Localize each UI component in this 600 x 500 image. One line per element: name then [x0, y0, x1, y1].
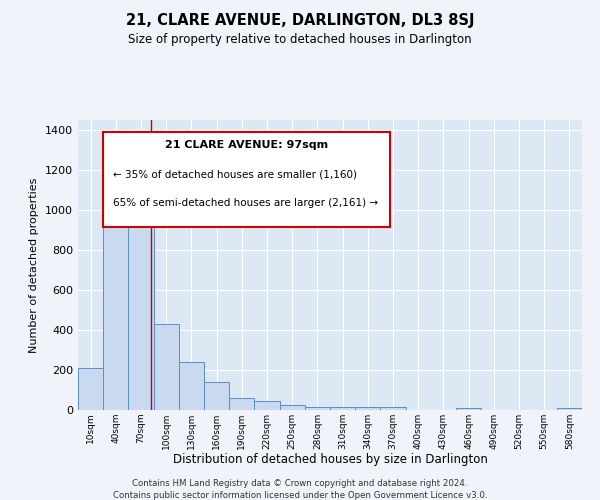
Bar [557, 408, 582, 410]
Text: Distribution of detached houses by size in Darlington: Distribution of detached houses by size … [173, 454, 487, 466]
Bar [78, 368, 103, 410]
Y-axis label: Number of detached properties: Number of detached properties [29, 178, 40, 352]
Text: 21 CLARE AVENUE: 97sqm: 21 CLARE AVENUE: 97sqm [165, 140, 328, 150]
Text: 65% of semi-detached houses are larger (2,161) →: 65% of semi-detached houses are larger (… [113, 198, 379, 208]
Bar [355, 408, 380, 410]
Bar [154, 324, 179, 410]
Bar [254, 400, 280, 410]
Bar [330, 408, 355, 410]
Bar [128, 191, 154, 410]
Bar [456, 408, 481, 410]
Bar [204, 382, 229, 410]
Text: Size of property relative to detached houses in Darlington: Size of property relative to detached ho… [128, 32, 472, 46]
Bar [280, 405, 305, 410]
FancyBboxPatch shape [103, 132, 391, 228]
Text: Contains HM Land Registry data © Crown copyright and database right 2024.: Contains HM Land Registry data © Crown c… [132, 480, 468, 488]
Bar [305, 406, 330, 410]
Bar [229, 398, 254, 410]
Bar [179, 362, 204, 410]
Bar [380, 408, 406, 410]
Text: Contains public sector information licensed under the Open Government Licence v3: Contains public sector information licen… [113, 490, 487, 500]
Text: ← 35% of detached houses are smaller (1,160): ← 35% of detached houses are smaller (1,… [113, 170, 357, 179]
Bar [103, 184, 128, 410]
Text: 21, CLARE AVENUE, DARLINGTON, DL3 8SJ: 21, CLARE AVENUE, DARLINGTON, DL3 8SJ [126, 12, 474, 28]
